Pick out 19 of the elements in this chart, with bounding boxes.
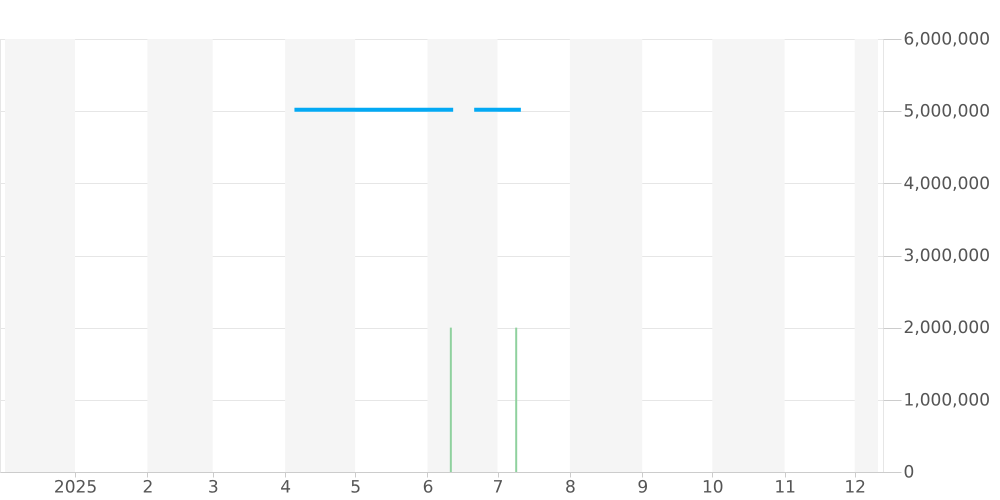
y-tick-label: 0 [904,462,914,482]
x-tick-label: 12 [844,478,866,498]
y-tick-label: 4,000,000 [904,174,990,194]
x-tick-label: 4 [280,478,292,498]
x-tick-label: 3 [208,478,219,498]
y-tick-label: 5,000,000 [904,102,990,122]
y-tick-label: 3,000,000 [904,246,990,266]
x-tick-label: 10 [702,478,724,498]
y-tick-label: 2,000,000 [904,318,990,338]
x-tick-label: 2025 [54,478,98,498]
x-tick-label: 6 [422,478,434,498]
y-tick-label: 6,000,000 [904,30,990,50]
x-tick-label: 2 [142,478,154,498]
x-tick-label: 8 [564,478,576,498]
x-tick-label: 11 [774,478,796,498]
x-tick-label: 7 [492,478,504,498]
x-tick-label: 5 [350,478,362,498]
y-tick-label: 1,000,000 [904,390,990,410]
x-tick-label: 9 [637,478,648,498]
